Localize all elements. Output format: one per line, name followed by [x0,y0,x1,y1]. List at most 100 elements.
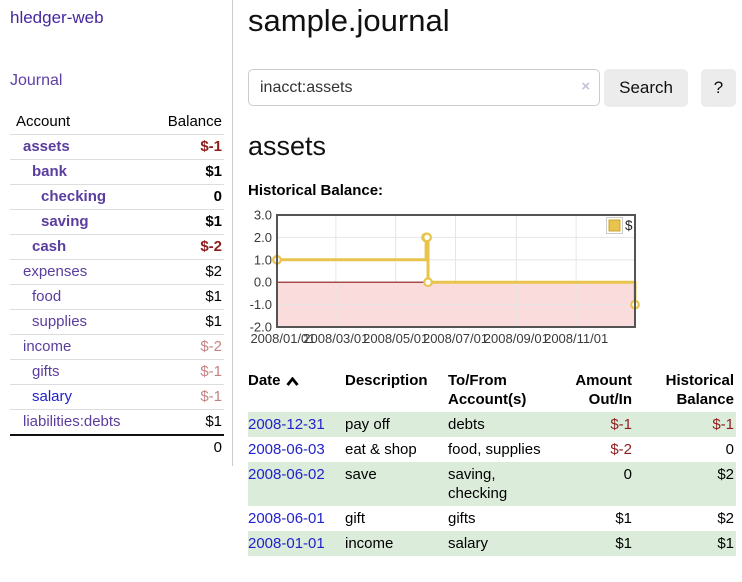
account-link-food[interactable]: food [32,288,62,305]
account-row: salary $-1 [10,384,224,410]
svg-text:$: $ [625,218,633,233]
transaction-description: pay off [345,416,390,434]
svg-text:2008/07/01: 2008/07/01 [423,331,488,346]
transaction-date-link[interactable]: 2008-06-01 [248,510,325,528]
transaction-description: gift [345,510,366,528]
transaction-date-link[interactable]: 2008-01-01 [248,535,325,553]
account-link-cash[interactable]: cash [32,238,67,255]
sidebar-nav: Journal [10,72,226,90]
transaction-amount: 0 [623,466,632,484]
transaction-amount: $1 [615,510,632,528]
account-row: expenses $2 [10,259,224,285]
sort-ascending-icon [285,376,299,387]
account-link-checking[interactable]: checking [41,188,107,205]
transaction-accounts: saving, checking [448,466,508,503]
account-row: checking 0 [10,184,224,210]
svg-text:-1.0: -1.0 [250,297,272,312]
transaction-accounts: debts [448,416,485,434]
svg-text:2008/11/01: 2008/11/01 [544,331,608,346]
accounts-header-account: Account [10,110,147,135]
transaction-balance: $-1 [712,416,734,434]
account-row: food $1 [10,284,224,310]
transaction-description: eat & shop [345,441,417,459]
transaction-description: income [345,535,394,553]
svg-text:2008/05/01: 2008/05/01 [363,331,428,346]
column-header-description: Description [345,372,428,390]
clear-search-icon[interactable]: × [581,78,591,96]
svg-text:0.0: 0.0 [254,275,272,290]
svg-text:2008/09/01: 2008/09/01 [484,331,549,346]
transaction-amount: $-1 [610,416,632,434]
column-header-balance: Historical Balance [665,372,734,409]
transaction-balance: 0 [725,441,734,459]
accounts-total: 0 [146,434,224,460]
transaction-row[interactable]: 2008-12-31 pay off debts $-1 $-1 [248,412,736,438]
search-button[interactable]: Search [604,68,688,107]
account-row: assets $-1 [10,134,224,160]
transaction-accounts: food, supplies [448,441,541,459]
account-row: supplies $1 [10,309,224,335]
column-header-amount: Amount Out/In [575,372,632,409]
transaction-date-link[interactable]: 2008-12-31 [248,416,325,434]
main-content: sample.journal × Search ? assets Histori… [233,0,742,557]
account-link-expenses[interactable]: expenses [23,263,88,280]
register-table: Date Description To/From Account(s) Amou… [248,368,736,557]
account-title: assets [248,130,327,161]
register-header-row: Date Description To/From Account(s) Amou… [248,368,736,412]
account-row: cash $-2 [10,234,224,260]
transaction-accounts: salary [448,535,489,553]
search-input[interactable] [248,69,601,107]
sidebar: hledger-web Journal Account Balance asse… [0,0,233,466]
account-row: saving $1 [10,209,224,235]
account-balance: $-2 [146,334,224,360]
help-button[interactable]: ? [700,68,736,107]
column-header-date[interactable]: Date [248,368,345,412]
accounts-total-row: 0 [10,434,224,460]
account-link-liabilities-debts[interactable]: liabilities:debts [23,413,121,430]
account-balance: $2 [146,259,224,285]
account-row: liabilities:debts $1 [10,409,224,436]
transaction-row[interactable]: 2008-06-02 save saving, checking 0 $2 [248,462,736,507]
transaction-row[interactable]: 2008-06-03 eat & shop food, supplies $-2 0 [248,437,736,462]
transaction-date-link[interactable]: 2008-06-03 [248,441,325,459]
transaction-row[interactable]: 2008-06-01 gift gifts $1 $2 [248,506,736,531]
account-row: income $-2 [10,334,224,360]
chart-label: Historical Balance: [248,182,384,200]
account-link-bank[interactable]: bank [32,163,68,180]
account-balance: $1 [146,209,224,235]
search-form: × Search ? [248,68,736,107]
page-title: sample.journal [248,3,450,38]
transaction-balance: $2 [717,510,734,528]
account-link-income[interactable]: income [23,338,72,355]
transaction-row[interactable]: 2008-01-01 income salary $1 $1 [248,531,736,557]
account-balance: $1 [146,409,224,436]
account-link-gifts[interactable]: gifts [32,363,60,380]
account-balance: $1 [146,284,224,310]
account-link-assets[interactable]: assets [23,138,70,155]
transaction-balance: $2 [717,466,734,484]
account-balance: 0 [146,184,224,210]
search-box: × [248,69,601,107]
account-row: gifts $-1 [10,359,224,385]
account-balance: $1 [146,159,224,185]
accounts-header-balance: Balance [146,110,224,135]
svg-text:2.0: 2.0 [254,230,272,245]
brand-link[interactable]: hledger-web [10,8,104,27]
account-link-saving[interactable]: saving [41,213,89,230]
hledger-web-app: hledger-web Journal Account Balance asse… [0,0,742,557]
svg-text:2008/03/01: 2008/03/01 [303,331,368,346]
transaction-date-link[interactable]: 2008-06-02 [248,466,325,484]
account-link-salary[interactable]: salary [32,388,73,405]
column-header-accounts: To/From Account(s) [448,372,527,409]
account-balance: $1 [146,309,224,335]
transaction-amount: $-2 [610,441,632,459]
sidebar-item-journal[interactable]: Journal [10,72,63,89]
svg-text:1.0: 1.0 [254,253,272,268]
account-link-supplies[interactable]: supplies [32,313,88,330]
account-balance: $-1 [146,359,224,385]
transaction-balance: $1 [717,535,734,553]
account-balance: $-2 [146,234,224,260]
account-row: bank $1 [10,159,224,185]
account-balance: $-1 [146,384,224,410]
account-balance: $-1 [146,134,224,160]
